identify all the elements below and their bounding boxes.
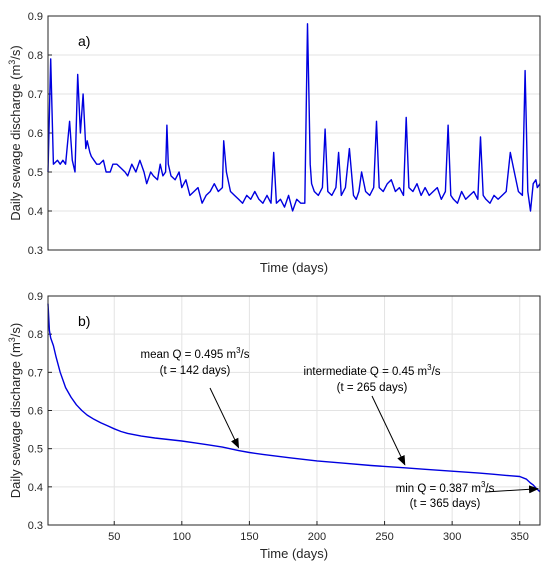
x-tick-label: 300 — [443, 531, 461, 543]
panel-b-chart: 0.3 0.4 0.5 0.6 0.7 0.8 0.9 50 100 150 200 250 300 35… — [7, 291, 541, 561]
annotation-text: mean Q = 0.495 m3/s — [141, 346, 250, 361]
annotation-label: intermediate Q = 0.45 m — [303, 366, 427, 378]
annotation-unit: /s — [485, 483, 494, 495]
y-axis-label-superscript: 3 — [7, 337, 17, 342]
annotation-unit: /s — [241, 349, 250, 361]
y-tick-label: 0.3 — [28, 245, 43, 257]
x-tick-label: 150 — [240, 531, 258, 543]
series-line — [47, 303, 541, 493]
annotation-unit: /s — [432, 366, 441, 378]
y-axis-label-tail: /s) — [8, 323, 23, 337]
y-tick-label: 0.7 — [28, 89, 43, 101]
y-tick-label: 0.9 — [28, 291, 43, 303]
panel-label: b) — [78, 313, 90, 329]
y-tick-label: 0.4 — [28, 206, 43, 218]
x-tick-label: 250 — [375, 531, 393, 543]
annotation-text: intermediate Q = 0.45 m3/s — [303, 363, 440, 378]
y-axis-label-main: Daily sewage discharge (m — [8, 342, 23, 498]
annotation-time: (t = 265 days) — [337, 382, 408, 394]
y-tick-label: 0.6 — [28, 406, 43, 418]
y-tick-label: 0.5 — [28, 444, 43, 456]
annotation-text: min Q = 0.387 m3/s — [396, 480, 495, 495]
y-tick-label: 0.4 — [28, 482, 43, 494]
y-tick-label: 0.6 — [28, 128, 43, 140]
y-tick-label: 0.3 — [28, 520, 43, 532]
x-tick-label: 350 — [511, 531, 529, 543]
x-axis-label: Time (days) — [260, 546, 328, 561]
annotation-arrow — [209, 387, 240, 449]
y-axis-label-main: Daily sewage discharge (m — [8, 65, 23, 221]
panel-a-chart: 0.3 0.4 0.5 0.6 0.7 0.8 0.9 a) Time (days) Daily … — [7, 11, 541, 275]
y-axis-label: Daily sewage discharge (m3/s) — [7, 45, 23, 221]
annotation-superscript: 3 — [481, 480, 486, 489]
x-tick-label: 50 — [108, 531, 120, 543]
series-line — [47, 23, 541, 212]
y-tick-label: 0.5 — [28, 167, 43, 179]
y-tick-label: 0.8 — [28, 50, 43, 62]
y-tick-label: 0.9 — [28, 11, 43, 23]
y-tick-label: 0.8 — [28, 329, 43, 341]
x-axis-label: Time (days) — [260, 260, 328, 275]
y-axis-label-superscript: 3 — [7, 60, 17, 65]
x-tick-label: 200 — [308, 531, 326, 543]
annotation-label: mean Q = 0.495 m — [141, 349, 237, 361]
annotation-superscript: 3 — [236, 346, 241, 355]
panel-label: a) — [78, 33, 90, 49]
annotation-superscript: 3 — [427, 363, 432, 372]
annotation-label: min Q = 0.387 m — [396, 483, 481, 495]
annotation-time: (t = 365 days) — [410, 498, 481, 510]
y-tick-label: 0.7 — [28, 367, 43, 379]
y-axis-label-tail: /s) — [8, 45, 23, 59]
y-axis-label: Daily sewage discharge (m3/s) — [7, 323, 23, 499]
annotation-time: (t = 142 days) — [160, 365, 231, 377]
annotation-arrow — [484, 485, 539, 494]
axes-frame — [47, 15, 541, 251]
annotation-arrow — [371, 395, 406, 466]
axes-frame — [47, 295, 541, 526]
x-tick-label: 100 — [173, 531, 191, 543]
